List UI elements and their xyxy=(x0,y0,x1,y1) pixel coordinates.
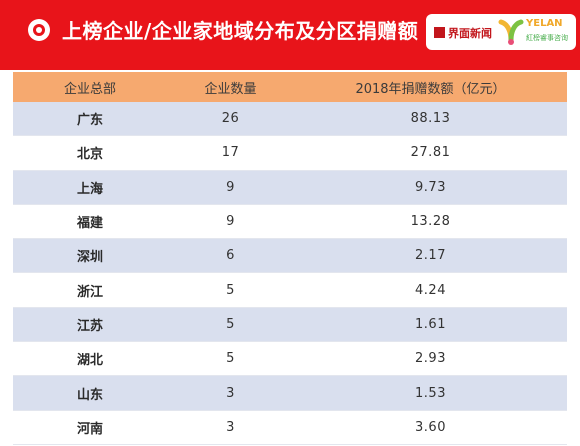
cell-region: 江苏 xyxy=(76,318,103,334)
table-row: 山东 3 1.53 xyxy=(13,376,567,411)
cell-region: 北京 xyxy=(76,147,103,163)
table-row: 深圳 6 2.17 xyxy=(13,239,567,274)
table-row: 上海 9 9.73 xyxy=(13,170,567,205)
jiemian-mark-icon xyxy=(434,27,445,38)
jiemian-logo: 界面新闻 xyxy=(434,25,492,41)
cell-amount: 2.17 xyxy=(415,248,446,264)
column-header-amount: 2018年捐赠数额（亿元） xyxy=(355,81,506,97)
page-title: 上榜企业/企业家地域分布及分区捐赠额 xyxy=(62,19,419,43)
cell-count: 5 xyxy=(226,351,235,367)
donation-table: 企业总部 企业数量 2018年捐赠数额（亿元） 广东 26 88.13 北京 17 27.… xyxy=(13,72,567,445)
table-row: 广东 26 88.13 xyxy=(13,102,567,137)
cell-region: 河南 xyxy=(76,421,103,437)
cell-count: 3 xyxy=(226,419,235,435)
yelan-logo-subtext: 紅榜睿事咨询 xyxy=(526,34,568,42)
cell-count: 17 xyxy=(221,145,240,161)
cell-amount: 27.81 xyxy=(410,145,451,161)
table-row: 福建 9 13.28 xyxy=(13,204,567,240)
table-row: 湖北 5 2.93 xyxy=(13,342,567,377)
cell-amount: 1.53 xyxy=(415,385,446,401)
cell-count: 26 xyxy=(221,111,240,127)
column-header-count: 企业数量 xyxy=(204,81,257,97)
column-header-region: 企业总部 xyxy=(63,81,116,97)
cell-count: 9 xyxy=(226,179,235,195)
cell-amount: 1.61 xyxy=(415,316,446,332)
cell-count: 5 xyxy=(226,316,235,332)
cell-region: 深圳 xyxy=(76,250,103,266)
yelan-logo-text: YELAN xyxy=(526,18,563,29)
brand-logos: 界面新闻 YELAN 紅榜睿事咨询 xyxy=(426,14,576,50)
table-header: 企业总部 企业数量 2018年捐赠数额（亿元） xyxy=(13,72,567,102)
cell-region: 山东 xyxy=(76,387,103,403)
table-row: 浙江 5 4.24 xyxy=(13,273,567,308)
table-body: 广东 26 88.13 北京 17 27.81 上海 9 9.73 福建 9 13.28 深圳 6 2.17… xyxy=(13,102,567,445)
cell-region: 湖北 xyxy=(76,353,103,369)
table-row: 北京 17 27.81 xyxy=(13,136,567,171)
cell-count: 5 xyxy=(226,282,235,298)
cell-count: 9 xyxy=(226,214,235,230)
jiemian-logo-text: 界面新闻 xyxy=(448,27,492,40)
cell-count: 6 xyxy=(226,248,235,264)
cell-count: 3 xyxy=(226,385,235,401)
cell-region: 浙江 xyxy=(76,284,103,300)
table-row: 江苏 5 1.61 xyxy=(13,307,567,343)
cell-region: 上海 xyxy=(76,181,103,197)
cell-amount: 2.93 xyxy=(415,351,446,367)
cell-amount: 13.28 xyxy=(410,214,451,230)
cell-amount: 88.13 xyxy=(410,111,451,127)
cell-amount: 3.60 xyxy=(415,419,446,435)
cell-region: 广东 xyxy=(76,113,103,129)
record-icon xyxy=(28,19,50,41)
table-row: 河南 3 3.60 xyxy=(13,410,567,445)
cell-region: 福建 xyxy=(76,216,103,232)
cell-amount: 4.24 xyxy=(415,282,446,298)
yelan-leaf-icon xyxy=(498,19,524,45)
cell-amount: 9.73 xyxy=(415,179,446,195)
header-bar: 上榜企业/企业家地域分布及分区捐赠额 界面新闻 YELAN 紅榜睿事咨询 xyxy=(0,0,580,70)
